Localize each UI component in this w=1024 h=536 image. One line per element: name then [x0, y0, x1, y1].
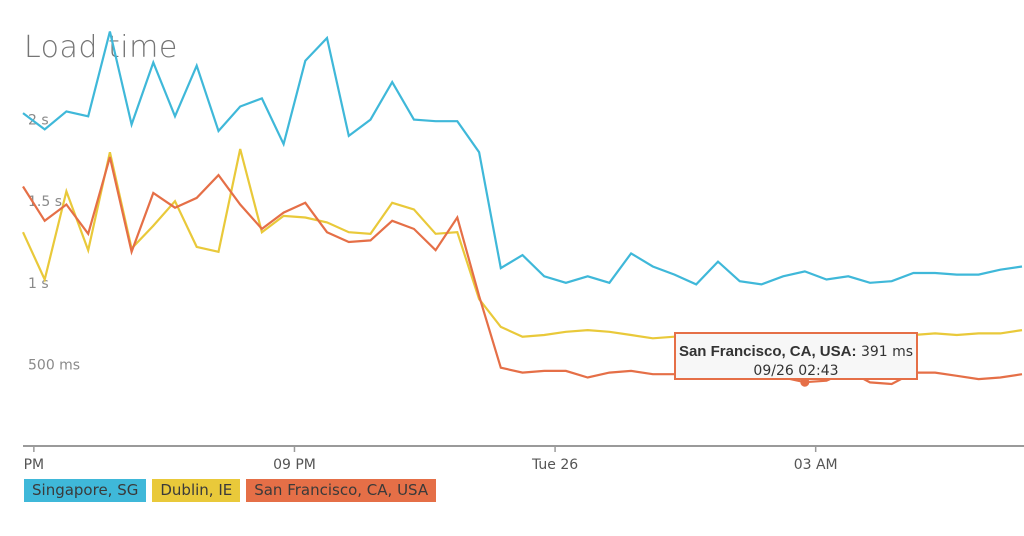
x-tick-label: 03 AM	[794, 457, 838, 473]
series-line-0[interactable]	[22, 31, 1023, 286]
series-line-1[interactable]	[22, 148, 1023, 340]
x-tick-label: PM	[24, 457, 45, 473]
y-axis-tick-labels: 500 ms1 s1.5 s2 s	[28, 113, 80, 374]
tooltip-time: 09/26 02:43	[753, 363, 839, 379]
legend-item-singapore[interactable]: Singapore, SG	[24, 479, 147, 502]
legend-item-dublin[interactable]: Dublin, IE	[152, 479, 241, 502]
x-axis-ticks: PM 09 PM Tue 26 03 AM	[24, 446, 838, 473]
chart-title: Load time	[24, 30, 178, 65]
y-tick-label: 1 s	[28, 276, 49, 292]
tooltip-value: 391 ms	[860, 344, 914, 360]
x-tick-label: 09 PM	[273, 457, 316, 473]
data-tooltip: San Francisco, CA, USA: 391 ms 09/26 02:…	[674, 332, 918, 380]
x-tick-label: Tue 26	[531, 457, 578, 473]
tooltip-series: San Francisco, CA, USA:	[678, 343, 857, 360]
legend-item-san-francisco[interactable]: San Francisco, CA, USA	[246, 479, 437, 502]
legend: Singapore, SG Dublin, IE San Francisco, …	[24, 479, 437, 502]
y-tick-label: 500 ms	[28, 357, 80, 373]
y-tick-label: 2 s	[28, 113, 49, 129]
